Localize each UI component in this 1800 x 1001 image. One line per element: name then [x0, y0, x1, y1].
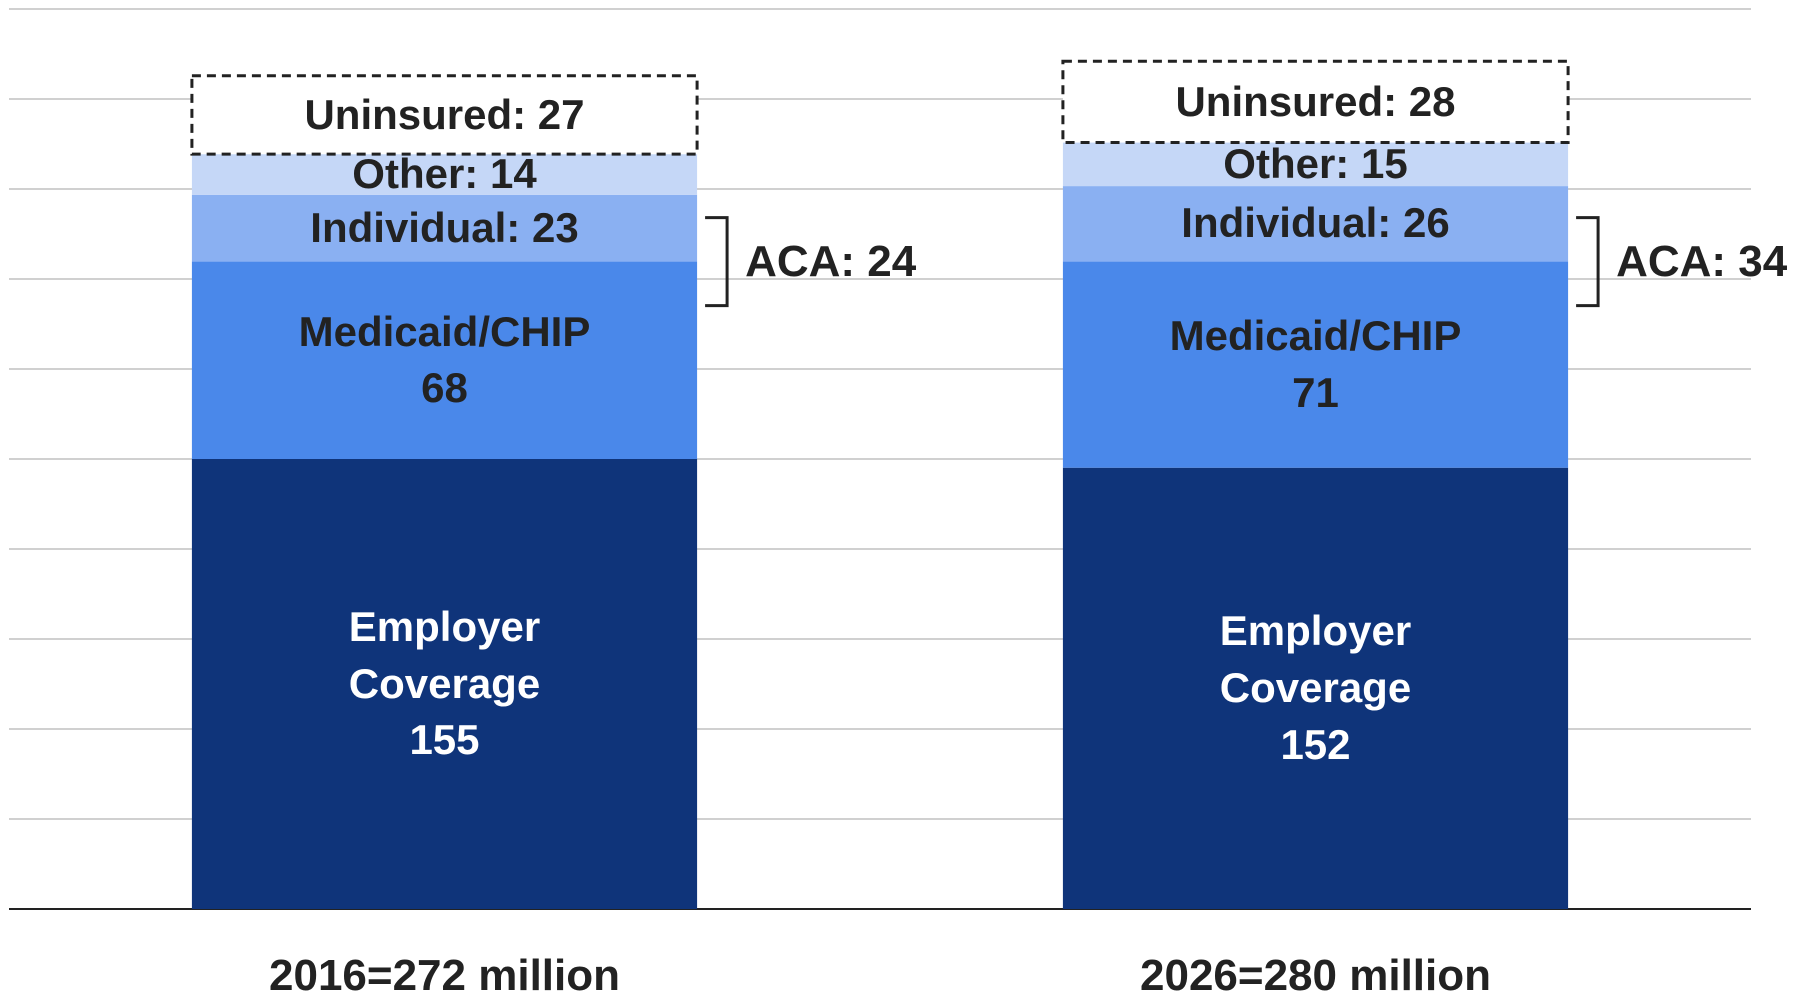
bar-segment	[1062, 186, 1569, 262]
data-label: 71	[1292, 368, 1339, 416]
data-label: 152	[1280, 720, 1351, 768]
x-tick-label: 2026=280 million	[1140, 951, 1491, 1000]
series-name: Medicaid/CHIP	[1169, 311, 1462, 359]
data-label: Other: 14	[352, 150, 537, 198]
x-tick-label: 2016=272 million	[269, 951, 620, 1000]
segment-label: Other: 14	[192, 150, 697, 197]
bar-segment	[1062, 467, 1569, 909]
data-label: 155	[409, 716, 480, 764]
bar-segment	[1062, 261, 1569, 468]
data-label: Uninsured: 27	[304, 90, 585, 138]
segment-label: Medicaid/CHIP 71	[1063, 262, 1568, 468]
segment-label: Individual: 26	[1063, 186, 1568, 261]
aca-bracket	[1576, 216, 1600, 308]
segment-label: Other: 15	[1063, 140, 1568, 187]
data-label: Other: 15	[1223, 139, 1408, 187]
aca-label: ACA: 34	[1616, 236, 1788, 286]
bar-segment	[191, 194, 698, 262]
aca-label: ACA: 24	[745, 236, 917, 286]
segment-label: Uninsured: 27	[192, 76, 697, 154]
segment-label: Uninsured: 28	[1063, 61, 1568, 142]
segment-label: Individual: 23	[192, 195, 697, 262]
series-name: Employer Coverage	[348, 602, 541, 707]
aca-bracket	[705, 216, 729, 308]
segment-label: Employer Coverage 155	[192, 459, 697, 909]
bar-segment	[1062, 142, 1569, 187]
data-label: Individual: 23	[310, 203, 579, 251]
segment-label: Employer Coverage 152	[1063, 468, 1568, 909]
bar-segment	[191, 154, 698, 195]
bar-segment	[191, 459, 698, 909]
data-label: Uninsured: 28	[1175, 77, 1456, 125]
bar-segment	[190, 74, 699, 156]
series-name: Medicaid/CHIP	[298, 307, 591, 355]
series-name: Employer Coverage	[1219, 607, 1412, 711]
data-label: Individual: 26	[1181, 199, 1450, 247]
data-label: 68	[421, 364, 468, 412]
bar-segment	[191, 261, 698, 459]
bar-segment	[1061, 59, 1570, 145]
segment-label: Medicaid/CHIP 68	[192, 262, 697, 459]
